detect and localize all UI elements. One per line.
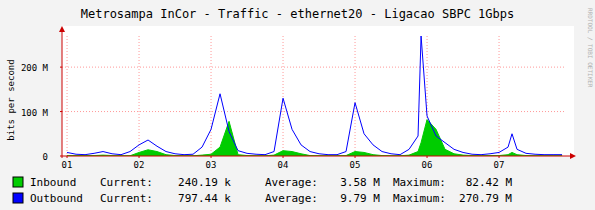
x-tick-label: 03	[206, 160, 217, 170]
y-tick-label: 100 M	[21, 108, 49, 118]
y-axis-label: bits per second	[6, 59, 16, 140]
x-tick	[139, 156, 140, 158]
x-tick-label: 01	[62, 160, 73, 170]
x-tick	[355, 156, 356, 158]
legend-stat-value: 240.19 k	[178, 176, 231, 189]
watermark: RRDTOOL / TOBI OETIKER	[587, 8, 594, 88]
legend-stat-value: 270.79 M	[459, 192, 512, 205]
x-axis-arrow	[570, 153, 576, 159]
x-tick-label: 04	[278, 160, 289, 170]
y-tick	[60, 156, 62, 157]
grid	[62, 36, 566, 156]
legend-swatch	[13, 193, 23, 203]
x-tick	[499, 156, 500, 158]
x-tick-label: 05	[350, 160, 361, 170]
x-grid-line	[355, 36, 356, 156]
y-axis	[62, 30, 63, 158]
x-grid-line	[283, 36, 284, 156]
legend-label: Inbound	[30, 176, 76, 189]
x-grid-line	[211, 36, 212, 156]
x-grid-line	[139, 36, 140, 156]
x-tick	[283, 156, 284, 158]
legend-stat-label: Maximum:	[393, 176, 446, 189]
legend-stat-label: Current:	[100, 192, 153, 205]
legend-stat-value: 9.79 M	[340, 192, 380, 205]
x-grid-line	[67, 36, 68, 156]
legend-label: Outbound	[30, 192, 83, 205]
background	[0, 0, 595, 210]
legend-stat-label: Average:	[265, 176, 318, 189]
legend-stat-label: Average:	[265, 192, 318, 205]
y-grid-line	[62, 67, 566, 68]
legend-stat-value: 3.58 M	[340, 176, 380, 189]
legend-stat-label: Maximum:	[393, 192, 446, 205]
legend-swatch	[13, 177, 23, 187]
x-tick	[211, 156, 212, 158]
y-grid-line	[62, 111, 566, 112]
legend-stat-label: Current:	[100, 176, 153, 189]
x-tick-label: 07	[494, 160, 505, 170]
y-tick-label: 200 M	[21, 63, 49, 73]
data	[67, 36, 562, 156]
legend: Inbound Current: 240.19 k Average: 3.58 M Max…	[13, 176, 512, 205]
x-grid-line	[499, 36, 500, 156]
x-tick-label: 06	[422, 160, 433, 170]
legend-stat-value: 797.44 k	[178, 192, 231, 205]
plot-background	[62, 26, 574, 156]
title: Metrosampa InCor - Traffic - ethernet20 …	[81, 7, 514, 21]
y-axis-arrow	[59, 26, 65, 32]
x-tick	[427, 156, 428, 158]
chart: Metrosampa InCor - Traffic - ethernet20 …	[0, 0, 595, 210]
y-tick-label: 0	[43, 152, 48, 162]
outbound-line	[67, 36, 562, 155]
x-tick-label: 02	[134, 160, 145, 170]
y-tick	[60, 67, 62, 68]
y-tick	[60, 111, 62, 112]
inbound-area	[67, 120, 562, 156]
x-axis	[62, 156, 572, 157]
axes: 0 100 M 200 M 01 02 03 04 05 06 07	[21, 26, 576, 170]
legend-stat-value: 82.42 M	[466, 176, 513, 189]
x-tick	[67, 156, 68, 158]
